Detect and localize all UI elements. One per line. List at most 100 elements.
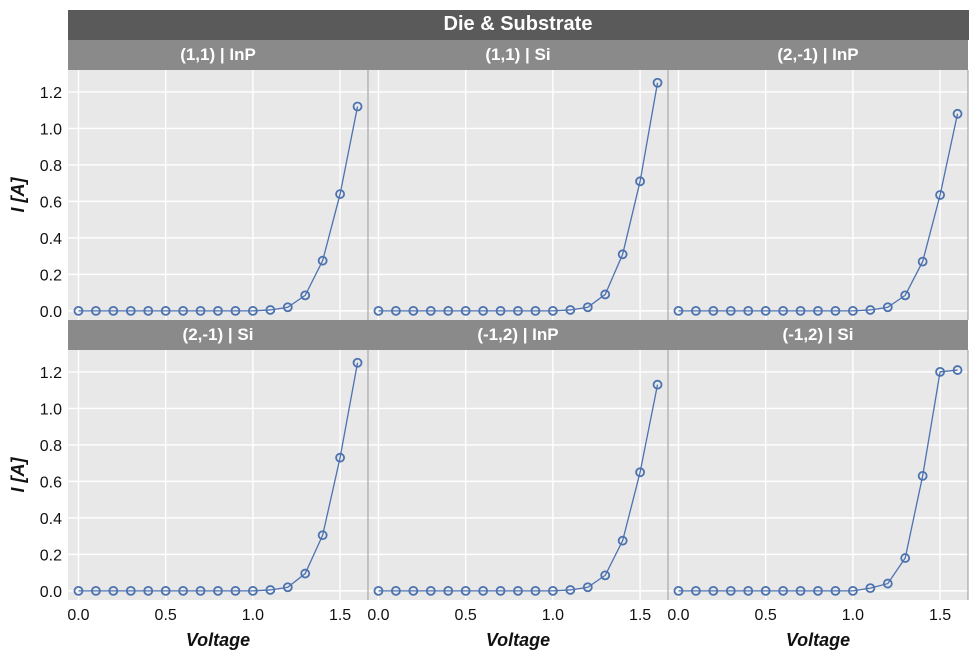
data-point — [935, 366, 945, 377]
data-point — [108, 585, 119, 596]
panel-4: (2,-1) | Si 0.0 0.2 0.4 0.6 0.8 1.0 1.2 I [A] 0.0… — [8, 320, 368, 650]
data-point — [495, 305, 506, 316]
data-point — [778, 585, 789, 596]
series-line — [378, 384, 659, 592]
y-tick-label: 0.6 — [40, 474, 62, 491]
data-point — [143, 305, 154, 316]
panels-group: (1,1) | InP 0.0 0.2 0.4 0.6 0.8 1.0 1.2 I [A] (1,… — [8, 40, 969, 650]
data-point — [443, 305, 454, 316]
x-tick-label: 0.5 — [155, 607, 177, 624]
data-point — [91, 305, 101, 316]
panel-strip — [368, 320, 668, 350]
data-point — [760, 305, 771, 316]
data-point — [900, 290, 911, 301]
data-point — [282, 582, 293, 593]
data-point — [743, 305, 754, 316]
x-tick-label: 1.5 — [629, 607, 651, 624]
panel-label: (-1,2) | InP — [477, 325, 558, 344]
data-point — [373, 305, 384, 316]
data-point — [795, 305, 806, 316]
panel-background — [68, 70, 368, 320]
data-point — [125, 585, 136, 596]
y-tick-label: 1.0 — [40, 121, 62, 138]
y-tick-label: 0.4 — [40, 511, 62, 528]
data-point — [691, 585, 701, 596]
data-point — [335, 189, 345, 199]
data-point — [778, 305, 789, 316]
data-point — [917, 256, 928, 267]
data-point — [213, 305, 223, 316]
data-point — [617, 535, 628, 546]
data-point — [743, 585, 754, 596]
data-point — [317, 530, 328, 541]
data-point — [673, 585, 684, 596]
y-axis-label: I [A] — [8, 457, 28, 493]
panel-label: (1,1) | InP — [180, 45, 256, 64]
x-axis-label: Voltage — [786, 630, 850, 650]
data-point — [247, 305, 258, 316]
panel-label: (2,-1) | InP — [777, 45, 858, 64]
panel-3: (2,-1) | InP — [667, 40, 969, 320]
y-axis-label: I [A] — [8, 177, 28, 213]
data-point — [143, 585, 154, 596]
data-point — [635, 467, 645, 478]
y-tick-label: 0.2 — [40, 547, 62, 564]
data-point — [265, 585, 276, 595]
chart-title: Die & Substrate — [444, 13, 593, 35]
x-tick-label: 1.0 — [842, 607, 864, 624]
chart-title-strip — [68, 10, 969, 40]
data-point — [813, 585, 823, 596]
series-line — [678, 113, 959, 312]
data-point — [865, 583, 876, 594]
panel-strip — [668, 320, 968, 350]
panel-background — [668, 70, 968, 320]
data-point — [160, 585, 171, 596]
data-point — [282, 302, 293, 313]
panel-background — [368, 70, 668, 320]
y-tick-label: 0.8 — [40, 438, 62, 455]
data-point — [425, 305, 436, 316]
x-tick-label: 0.5 — [755, 607, 777, 624]
data-point — [708, 585, 719, 596]
data-point — [652, 379, 663, 390]
data-point — [513, 305, 523, 316]
data-point — [160, 305, 171, 316]
data-point — [425, 585, 436, 596]
data-point — [673, 305, 684, 316]
data-point — [582, 302, 593, 313]
data-point — [847, 305, 858, 316]
data-point — [865, 305, 876, 315]
data-point — [652, 77, 663, 88]
panel-2: (1,1) | Si — [367, 40, 668, 320]
panel-strip — [368, 40, 668, 70]
data-point — [760, 585, 771, 596]
y-tick-label: 1.0 — [40, 401, 62, 418]
data-point — [335, 452, 345, 463]
data-point — [91, 585, 101, 596]
data-point — [125, 305, 136, 316]
panel-label: (1,1) | Si — [485, 45, 550, 64]
panel-background — [368, 350, 668, 600]
data-point — [300, 568, 311, 579]
panel-strip — [68, 40, 368, 70]
data-point — [178, 305, 189, 316]
y-tick-label: 1.2 — [40, 365, 62, 382]
data-point — [408, 585, 419, 596]
data-point — [230, 585, 241, 596]
x-tick-label: 1.5 — [929, 607, 951, 624]
data-point — [391, 585, 401, 596]
data-point — [530, 305, 541, 316]
y-tick-label: 0.0 — [40, 584, 62, 601]
data-point — [691, 305, 701, 316]
data-point — [530, 585, 541, 596]
data-point — [108, 305, 119, 316]
data-point — [443, 585, 454, 596]
panel-label: (-1,2) | Si — [783, 325, 854, 344]
data-point — [547, 585, 558, 596]
data-point — [952, 108, 963, 119]
y-tick-label: 1.2 — [40, 85, 62, 102]
data-point — [708, 305, 719, 316]
x-tick-label: 0.0 — [667, 607, 689, 624]
series-line — [378, 82, 659, 312]
